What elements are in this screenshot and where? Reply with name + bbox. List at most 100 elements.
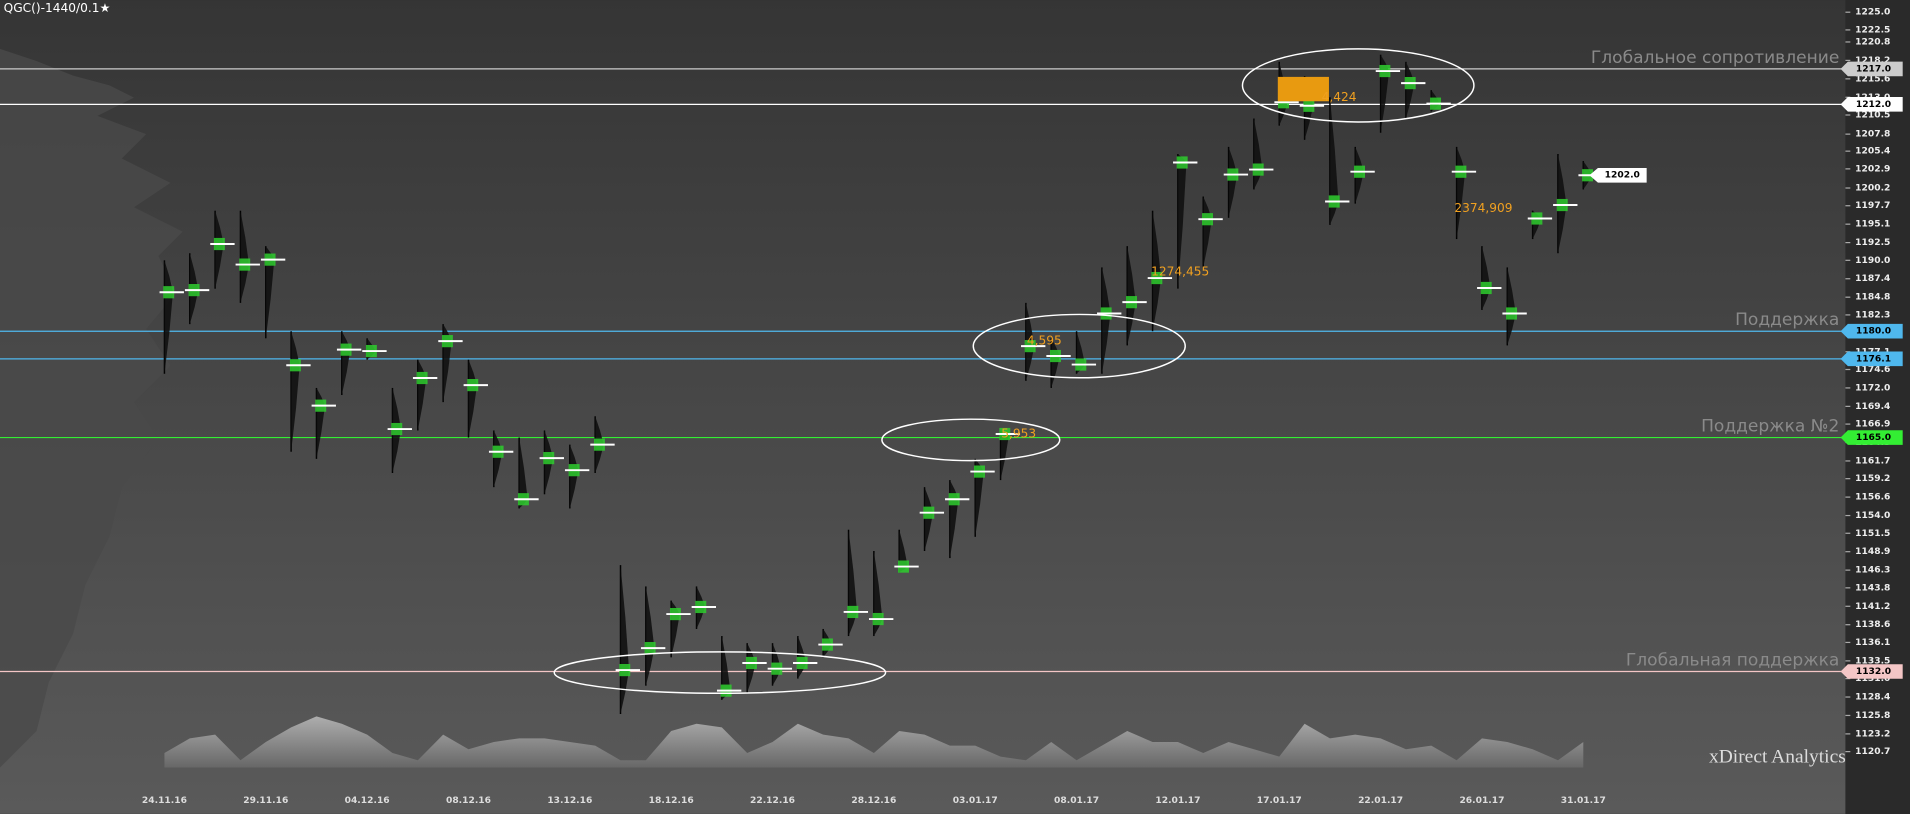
session-profile (1152, 210, 1162, 332)
session-profile (1127, 246, 1136, 346)
y-tick-label: 1125.8 (1855, 711, 1890, 721)
y-tick-label: 1159.2 (1855, 474, 1890, 484)
annotation: 5,953 (1001, 426, 1036, 440)
session-profile (493, 430, 503, 488)
x-tick-label: 17.01.17 (1257, 796, 1302, 806)
level-note: Поддержка (1735, 310, 1839, 330)
y-tick-label: 1166.9 (1855, 420, 1890, 430)
y-tick-label: 1218.2 (1855, 56, 1890, 66)
x-tick-label: 04.12.16 (345, 796, 390, 806)
y-tick-label: 1174.6 (1855, 365, 1890, 375)
level-note: Глобальная поддержка (1626, 651, 1839, 671)
annotation: 4,595 (1027, 334, 1062, 348)
level-tag-label: 1132.0 (1856, 667, 1891, 677)
session-profile (1177, 153, 1187, 289)
annotation: 1274,455 (1151, 264, 1209, 278)
y-tick-label: 1156.6 (1855, 493, 1890, 503)
y-tick-label: 1146.3 (1855, 566, 1890, 576)
level-tag (1840, 430, 1903, 445)
x-tick-label: 22.12.16 (750, 796, 795, 806)
last-price-tag (1589, 167, 1647, 183)
session-profile (620, 565, 630, 715)
y-tick-label: 1187.4 (1855, 274, 1890, 284)
y-tick-label: 1138.6 (1855, 620, 1890, 630)
watermark: xDirect Analytics (1709, 746, 1846, 767)
level-tag-label: 1180.0 (1856, 327, 1891, 337)
y-tick-label: 1225.0 (1855, 8, 1890, 18)
orange-box (1277, 76, 1329, 102)
y-tick-label: 1184.8 (1855, 293, 1890, 303)
ellipse (972, 313, 1186, 379)
session-profile (569, 444, 579, 509)
session-profile (1228, 146, 1238, 218)
y-tick-label: 1210.5 (1855, 110, 1890, 120)
session-profile (519, 437, 528, 509)
session-profile (1329, 97, 1339, 225)
ellipse (1241, 48, 1475, 123)
y-tick-label: 1200.2 (1855, 184, 1890, 194)
session-profile (924, 487, 934, 551)
x-tick-label: 08.01.17 (1054, 796, 1099, 806)
level-tag-label: 1176.1 (1856, 354, 1891, 364)
y-tick-label: 1161.7 (1855, 456, 1890, 466)
annotation: 4,424 (1322, 90, 1357, 104)
session-profile (265, 246, 275, 339)
y-tick-label: 1182.3 (1855, 310, 1890, 320)
y-tick-label: 1123.2 (1855, 729, 1890, 739)
y-tick-label: 1136.1 (1855, 638, 1890, 648)
session-profile (1000, 430, 1010, 481)
x-tick-label: 13.12.16 (547, 796, 592, 806)
level-tag (1840, 97, 1903, 112)
level-tag-label: 1165.0 (1856, 433, 1891, 443)
level-note: Поддержка №2 (1701, 417, 1839, 437)
chart-title: QGC()-1440/0.1★ (4, 1, 111, 15)
x-tick-label: 28.12.16 (851, 796, 896, 806)
volume-area (164, 716, 1584, 768)
y-tick-label: 1192.5 (1855, 238, 1890, 248)
y-tick-label: 1190.0 (1855, 256, 1890, 266)
ellipses (553, 48, 1475, 694)
x-tick-label: 03.01.17 (953, 796, 998, 806)
y-tick-label: 1215.6 (1855, 74, 1890, 84)
y-tick-label: 1195.1 (1855, 220, 1890, 230)
y-tick-label: 1143.8 (1855, 583, 1890, 593)
y-tick-label: 1128.4 (1855, 693, 1890, 703)
level-tag-label: 1212.0 (1856, 100, 1891, 110)
y-tick-label: 1205.4 (1855, 147, 1890, 157)
y-tick-label: 1207.8 (1855, 130, 1890, 140)
session-profile (975, 458, 984, 537)
y-tick-label: 1169.4 (1855, 402, 1890, 412)
level-note: Глобальное сопротивление (1591, 48, 1839, 68)
y-tick-label: 1151.5 (1855, 529, 1890, 539)
x-tick-label: 31.01.17 (1561, 796, 1606, 806)
y-tick-label: 1172.0 (1855, 383, 1890, 393)
y-tick-label: 1154.0 (1855, 511, 1890, 521)
level-tag-label: 1217.0 (1856, 64, 1891, 74)
level-tag (1840, 323, 1903, 339)
y-tick-label: 1120.7 (1855, 747, 1890, 757)
x-tick-label: 24.11.16 (142, 796, 187, 806)
level-tag (1840, 664, 1903, 679)
plot-background (0, 0, 1846, 814)
level-tag (1840, 351, 1903, 367)
y-tick-label: 1220.8 (1855, 37, 1890, 47)
session-profile (1405, 61, 1415, 119)
session-profile (1101, 267, 1111, 374)
x-tick-label: 08.12.16 (446, 796, 491, 806)
ellipse (881, 418, 1061, 462)
x-tick-label: 18.12.16 (649, 796, 694, 806)
orange-block (1277, 76, 1329, 102)
annotation: 2374,909 (1454, 201, 1512, 215)
x-tick-label: 12.01.17 (1155, 796, 1200, 806)
volume-profile (0, 48, 183, 768)
session-profile (1507, 267, 1516, 346)
y-tick-label: 1202.9 (1855, 164, 1890, 174)
level-tag (1840, 61, 1903, 77)
ellipse (553, 651, 887, 694)
session-profile (240, 210, 249, 303)
y-tick-label: 1133.5 (1855, 656, 1890, 666)
y-tick-label: 1148.9 (1855, 547, 1890, 557)
y-tick-label: 1131.0 (1855, 674, 1890, 684)
last-price-label: 1202.0 (1605, 171, 1640, 181)
